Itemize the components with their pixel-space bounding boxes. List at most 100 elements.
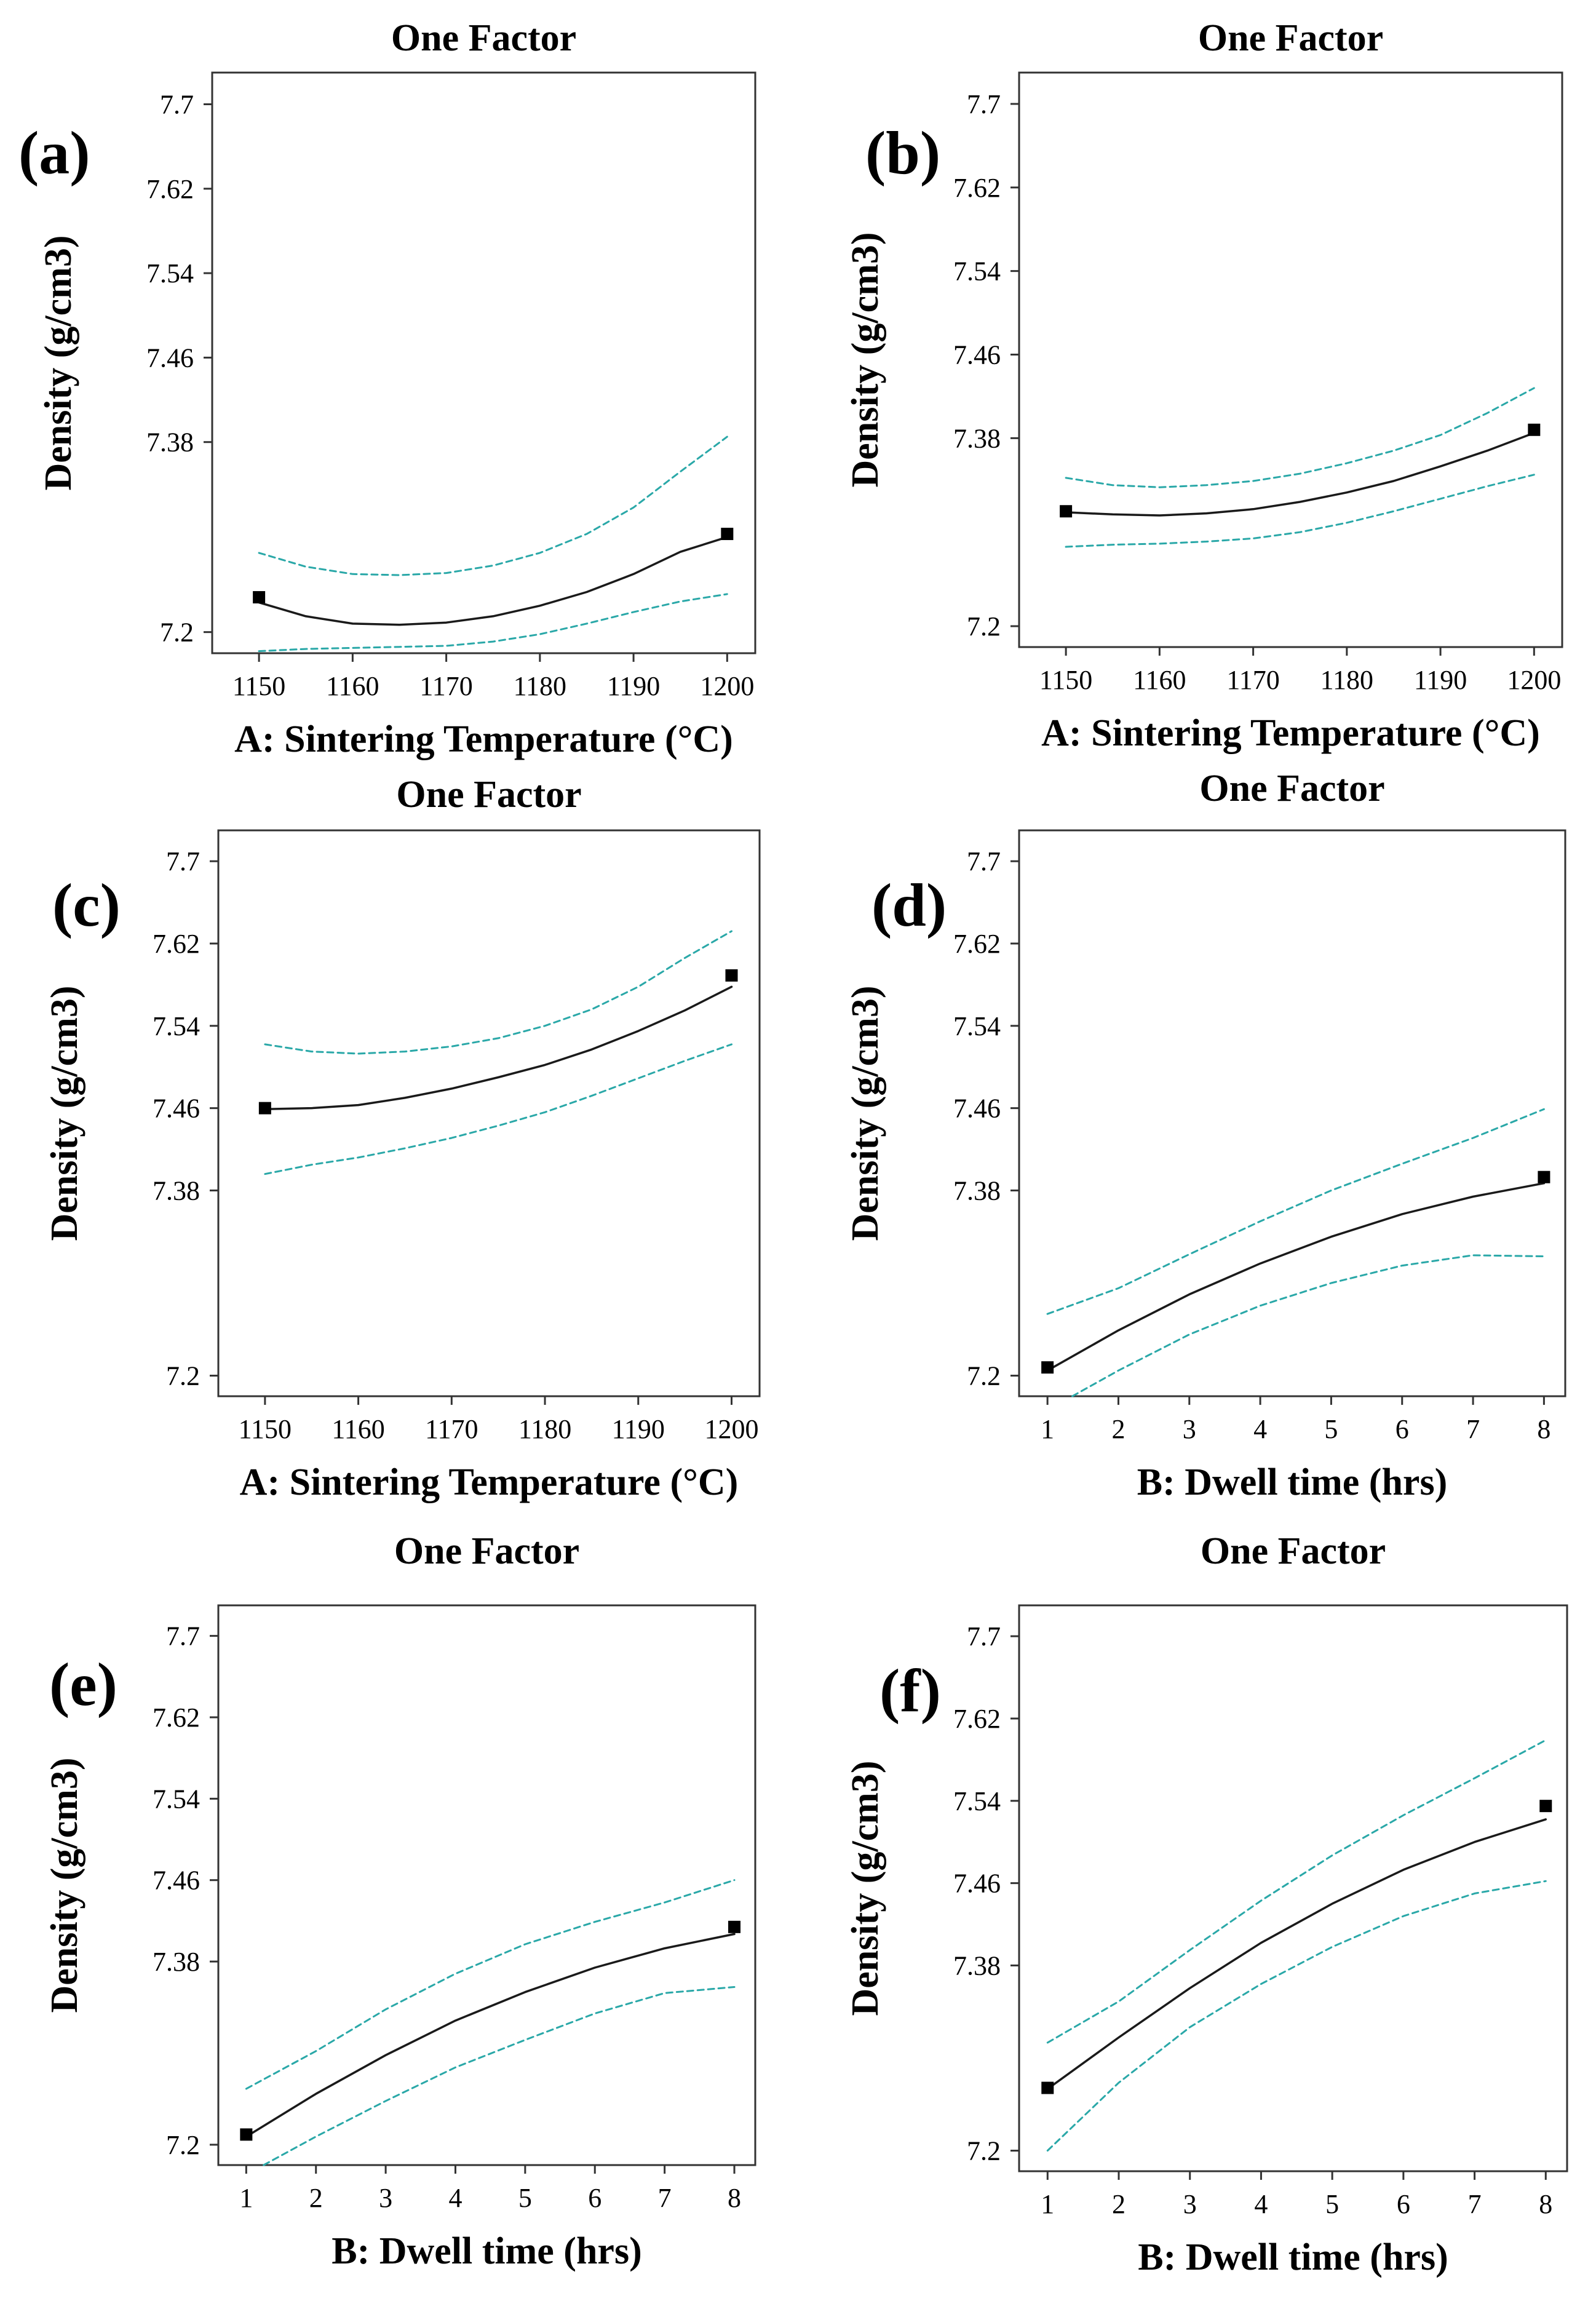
design-point-marker: [721, 528, 734, 541]
chart-panel-e: One Factor (e) 7.2 7.38 7.46 7.54 7.62 7.7 1 2 3 4 5…: [44, 1530, 756, 2272]
y-tick-label: 7.62: [953, 1704, 1001, 1734]
x-tick-label: 1190: [612, 1414, 665, 1444]
x-tick-label: 1: [239, 2183, 253, 2213]
y-axis-label: Density (g/cm3): [844, 1761, 886, 2016]
x-tick-label: 1160: [1133, 665, 1186, 695]
x-tick-label: 1190: [607, 671, 660, 701]
x-tick-label: 1200: [704, 1414, 758, 1444]
ci-lower-line: [1046, 1880, 1547, 2152]
panel-label: (e): [49, 1650, 117, 1719]
y-tick-label: 7.7: [967, 89, 1001, 119]
x-tick-label: 1180: [514, 671, 566, 701]
x-axis-label: B: Dwell time (hrs): [332, 2230, 641, 2272]
x-tick-label: 1190: [1414, 665, 1467, 695]
y-axis-label: Density (g/cm3): [844, 232, 886, 488]
x-tick-label: 2: [309, 2183, 323, 2213]
ci-upper-line: [245, 1879, 736, 2090]
y-tick-label: 7.7: [967, 846, 1001, 876]
x-tick-label: 1: [1041, 2189, 1054, 2219]
chart-panel-d: One Factor (d) 7.2 7.38 7.46 7.54 7.62 7.7 1 2 3 4 5…: [844, 768, 1566, 1503]
design-point-marker: [258, 1102, 271, 1115]
y-tick-label: 7.2: [967, 611, 1001, 642]
x-tick-label: 1200: [1507, 665, 1561, 695]
y-tick-label: 7.46: [153, 1866, 200, 1896]
y-tick-label: 7.2: [166, 2130, 200, 2160]
x-tick-label: 8: [1539, 2189, 1552, 2219]
design-point-marker: [728, 1920, 740, 1933]
design-point-marker: [1060, 505, 1073, 518]
x-tick-label: 4: [448, 2183, 462, 2213]
chart-title: One Factor: [1198, 17, 1383, 59]
x-tick-label: 7: [1468, 2189, 1482, 2219]
ci-lower-line: [1065, 474, 1535, 548]
x-axis-label: A: Sintering Temperature (°C): [240, 1461, 739, 1503]
ci-upper-line: [1046, 1108, 1545, 1315]
x-tick-label: 6: [1397, 2189, 1410, 2219]
y-tick-label: 7.46: [953, 340, 1001, 370]
x-tick-label: 1170: [1226, 665, 1279, 695]
predicted-line: [1065, 432, 1536, 517]
x-tick-label: 2: [1112, 2189, 1126, 2219]
y-tick-label: 7.54: [153, 1784, 200, 1814]
y-tick-label: 7.46: [953, 1094, 1001, 1124]
plot-frame: [211, 71, 756, 654]
x-tick-label: 4: [1253, 1414, 1267, 1444]
x-tick-label: 5: [1324, 1414, 1338, 1444]
design-point-marker: [1041, 2081, 1054, 2094]
y-tick-label: 7.62: [953, 929, 1001, 959]
x-tick-label: 4: [1254, 2189, 1268, 2219]
plot-frame: [1018, 1604, 1568, 2172]
y-tick-label: 7.7: [166, 1621, 200, 1651]
y-tick-label: 7.54: [953, 256, 1001, 287]
y-tick-label: 7.38: [953, 423, 1001, 453]
ci-upper-line: [258, 435, 728, 576]
x-axis-label: B: Dwell time (hrs): [1137, 1461, 1447, 1503]
y-tick-label: 7.38: [146, 427, 194, 458]
chart-title: One Factor: [391, 17, 576, 59]
x-tick-label: 1150: [232, 671, 285, 701]
predicted-line: [1046, 1182, 1546, 1372]
x-tick-label: 6: [588, 2183, 601, 2213]
panel-label: (c): [52, 871, 121, 939]
x-tick-label: 1180: [1320, 665, 1373, 695]
plot-frame: [217, 1604, 756, 2166]
y-axis-label: Density (g/cm3): [844, 986, 886, 1241]
panel-label: (a): [18, 119, 90, 187]
chart-title: One Factor: [394, 1530, 579, 1572]
x-tick-label: 7: [1466, 1414, 1480, 1444]
plot-frame: [1018, 829, 1566, 1397]
y-axis-label: Density (g/cm3): [38, 236, 79, 491]
y-tick-label: 7.62: [953, 173, 1001, 203]
y-tick-label: 7.38: [153, 1947, 200, 1977]
x-tick-label: 1150: [1039, 665, 1092, 695]
x-axis-label: A: Sintering Temperature (°C): [234, 718, 733, 760]
y-tick-label: 7.62: [146, 174, 194, 204]
y-tick-label: 7.2: [160, 618, 194, 648]
x-tick-label: 1200: [700, 671, 754, 701]
y-tick-label: 7.62: [153, 929, 200, 959]
panel-label: (f): [879, 1656, 941, 1725]
x-tick-label: 1: [1041, 1414, 1054, 1444]
x-tick-label: 1160: [326, 671, 379, 701]
y-axis-label: Density (g/cm3): [44, 1758, 85, 2013]
y-tick-label: 7.38: [953, 1950, 1001, 1981]
y-tick-label: 7.7: [160, 89, 194, 119]
x-tick-label: 6: [1396, 1414, 1409, 1444]
chart-panel-b: One Factor (b) 7.2 7.38 7.46 7.54 7.62 7.7 1150 1…: [844, 17, 1563, 754]
chart-title: One Factor: [1199, 768, 1384, 809]
y-tick-label: 7.46: [953, 1869, 1001, 1899]
x-tick-label: 5: [518, 2183, 532, 2213]
y-tick-label: 7.54: [953, 1786, 1001, 1816]
y-tick-label: 7.2: [967, 2136, 1001, 2166]
x-tick-label: 1180: [518, 1414, 571, 1444]
y-tick-label: 7.54: [146, 258, 194, 288]
y-tick-label: 7.54: [153, 1011, 200, 1041]
x-tick-label: 1160: [332, 1414, 384, 1444]
design-point-marker: [1539, 1800, 1552, 1813]
ci-lower-line: [264, 1043, 732, 1175]
y-tick-label: 7.46: [153, 1094, 200, 1124]
design-point-marker: [725, 969, 738, 982]
predicted-line: [245, 1933, 736, 2138]
design-point-marker: [1538, 1170, 1550, 1183]
